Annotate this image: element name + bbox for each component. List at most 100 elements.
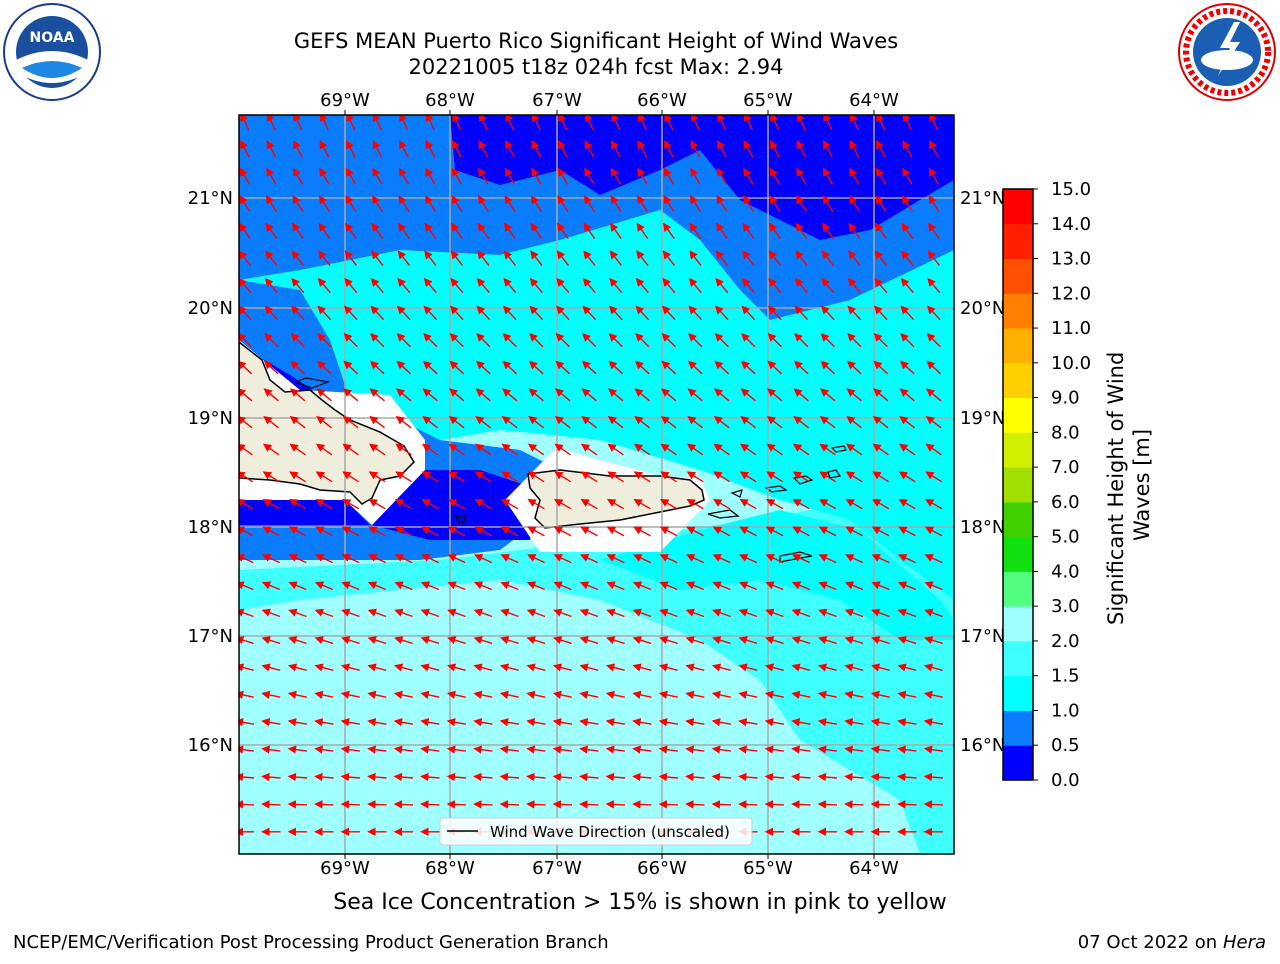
wave-direction-arrow bbox=[685, 663, 705, 672]
wave-direction-arrow bbox=[425, 167, 436, 185]
wave-direction-arrow bbox=[265, 195, 277, 212]
wave-direction-arrow bbox=[796, 167, 807, 185]
wave-direction-arrow bbox=[660, 443, 677, 456]
wave-direction-arrow bbox=[447, 608, 466, 618]
colorbar-tick-label: 11.0 bbox=[1051, 318, 1091, 339]
wave-direction-arrow bbox=[632, 581, 652, 591]
wave-direction-arrow bbox=[451, 167, 463, 185]
wave-direction-arrow bbox=[738, 581, 758, 591]
wave-direction-arrow bbox=[422, 360, 438, 375]
wave-direction-arrow bbox=[239, 499, 254, 510]
wave-direction-arrow bbox=[689, 250, 702, 267]
colorbar-band bbox=[1003, 467, 1033, 503]
wave-direction-arrow bbox=[690, 140, 701, 158]
lat-label: 21°N bbox=[960, 188, 1005, 209]
wave-direction-arrow bbox=[767, 388, 783, 402]
wave-direction-arrow bbox=[315, 526, 333, 537]
wave-direction-arrow bbox=[499, 718, 520, 727]
wave-direction-legend: Wind Wave Direction (unscaled) bbox=[439, 817, 753, 846]
wave-direction-arrow bbox=[924, 608, 943, 618]
wave-direction-arrow bbox=[394, 526, 413, 537]
lon-labels-top: 69°W 68°W 67°W 66°W 65°W 64°W bbox=[320, 90, 899, 111]
wave-direction-arrow bbox=[686, 526, 704, 537]
wave-direction-arrow bbox=[396, 388, 412, 402]
wave-direction-arrow bbox=[819, 415, 836, 429]
wave-direction-arrow bbox=[553, 581, 572, 591]
wave-direction-arrow bbox=[711, 772, 732, 782]
wave-direction-arrow bbox=[764, 800, 785, 809]
wave-direction-arrow bbox=[421, 554, 439, 564]
wave-direction-arrow bbox=[393, 690, 413, 699]
wave-direction-arrow bbox=[607, 471, 624, 483]
wave-direction-arrow bbox=[579, 663, 599, 672]
wave-direction-arrow bbox=[743, 167, 754, 185]
wave-direction-arrow bbox=[315, 443, 333, 456]
wave-direction-arrow bbox=[554, 415, 571, 429]
wave-direction-arrow bbox=[398, 195, 410, 212]
wave-direction-arrow bbox=[423, 305, 438, 321]
wave-direction-arrow bbox=[871, 636, 890, 645]
lon-label: 68°W bbox=[425, 858, 475, 879]
wave-direction-arrow bbox=[239, 333, 252, 348]
wave-direction-arrow bbox=[501, 471, 518, 483]
wave-direction-arrow bbox=[555, 305, 570, 321]
wave-direction-arrow bbox=[581, 388, 597, 402]
wave-direction-arrow bbox=[558, 140, 568, 158]
wave-direction-arrow bbox=[738, 772, 758, 782]
wave-direction-arrow bbox=[552, 690, 572, 699]
wave-direction-arrow bbox=[526, 663, 546, 672]
wave-direction-arrow bbox=[583, 222, 596, 240]
wave-direction-arrow bbox=[265, 222, 278, 240]
lat-label: 21°N bbox=[188, 188, 233, 209]
wave-direction-arrow bbox=[264, 305, 279, 321]
wave-direction-arrow bbox=[502, 305, 517, 321]
lat-label: 16°N bbox=[960, 735, 1005, 756]
wave-direction-arrow bbox=[502, 388, 518, 402]
wave-direction-arrow bbox=[369, 388, 385, 402]
wave-direction-arrow bbox=[368, 471, 386, 483]
wave-direction-arrow bbox=[605, 663, 625, 672]
wave-direction-arrow bbox=[342, 415, 359, 429]
wave-direction-arrow bbox=[393, 718, 414, 727]
lon-label: 66°W bbox=[637, 858, 687, 879]
wave-direction-arrow bbox=[925, 471, 942, 483]
wave-direction-arrow bbox=[499, 800, 520, 809]
wave-direction-arrow bbox=[664, 115, 674, 131]
wave-direction-arrow bbox=[424, 195, 436, 212]
wave-direction-arrow bbox=[367, 608, 387, 618]
wave-direction-arrow bbox=[929, 115, 939, 131]
wave-direction-arrow bbox=[634, 388, 650, 402]
lat-labels-right: 21°N 20°N 19°N 18°N 17°N 16°N bbox=[960, 188, 1005, 756]
wave-direction-arrow bbox=[870, 690, 890, 699]
wave-direction-arrow bbox=[393, 663, 413, 672]
wave-direction-arrow bbox=[740, 360, 756, 375]
wave-direction-arrow bbox=[451, 195, 463, 212]
wave-direction-arrow bbox=[791, 745, 811, 754]
wave-direction-arrow bbox=[291, 250, 305, 267]
wave-direction-arrow bbox=[740, 415, 757, 429]
wave-direction-arrow bbox=[371, 250, 384, 267]
wave-direction-arrow bbox=[579, 581, 599, 591]
wave-direction-arrow bbox=[239, 277, 252, 294]
wave-direction-arrow bbox=[716, 195, 728, 212]
wave-direction-arrow bbox=[609, 250, 623, 267]
wave-direction-arrow bbox=[605, 800, 626, 809]
wave-direction-arrow bbox=[791, 581, 811, 591]
colorbar-tick-label: 1.5 bbox=[1051, 666, 1080, 687]
wave-direction-arrow bbox=[421, 443, 439, 456]
wave-direction-arrow bbox=[314, 608, 334, 618]
wave-direction-arrow bbox=[770, 115, 780, 131]
colorbar-tick-label: 8.0 bbox=[1051, 422, 1080, 443]
wave-direction-arrow bbox=[452, 115, 462, 131]
wave-direction-arrow bbox=[584, 167, 595, 185]
wave-direction-arrow bbox=[316, 388, 332, 402]
wave-direction-arrow bbox=[901, 222, 914, 240]
colorbar-band bbox=[1003, 189, 1033, 225]
wave-direction-arrow bbox=[611, 115, 621, 131]
wave-direction-arrow bbox=[661, 333, 676, 348]
wave-direction-arrow bbox=[793, 360, 809, 375]
wave-direction-arrow bbox=[687, 415, 704, 429]
wave-direction-arrow bbox=[685, 690, 705, 699]
lon-label: 69°W bbox=[320, 90, 370, 111]
wave-direction-arrow bbox=[844, 663, 864, 672]
